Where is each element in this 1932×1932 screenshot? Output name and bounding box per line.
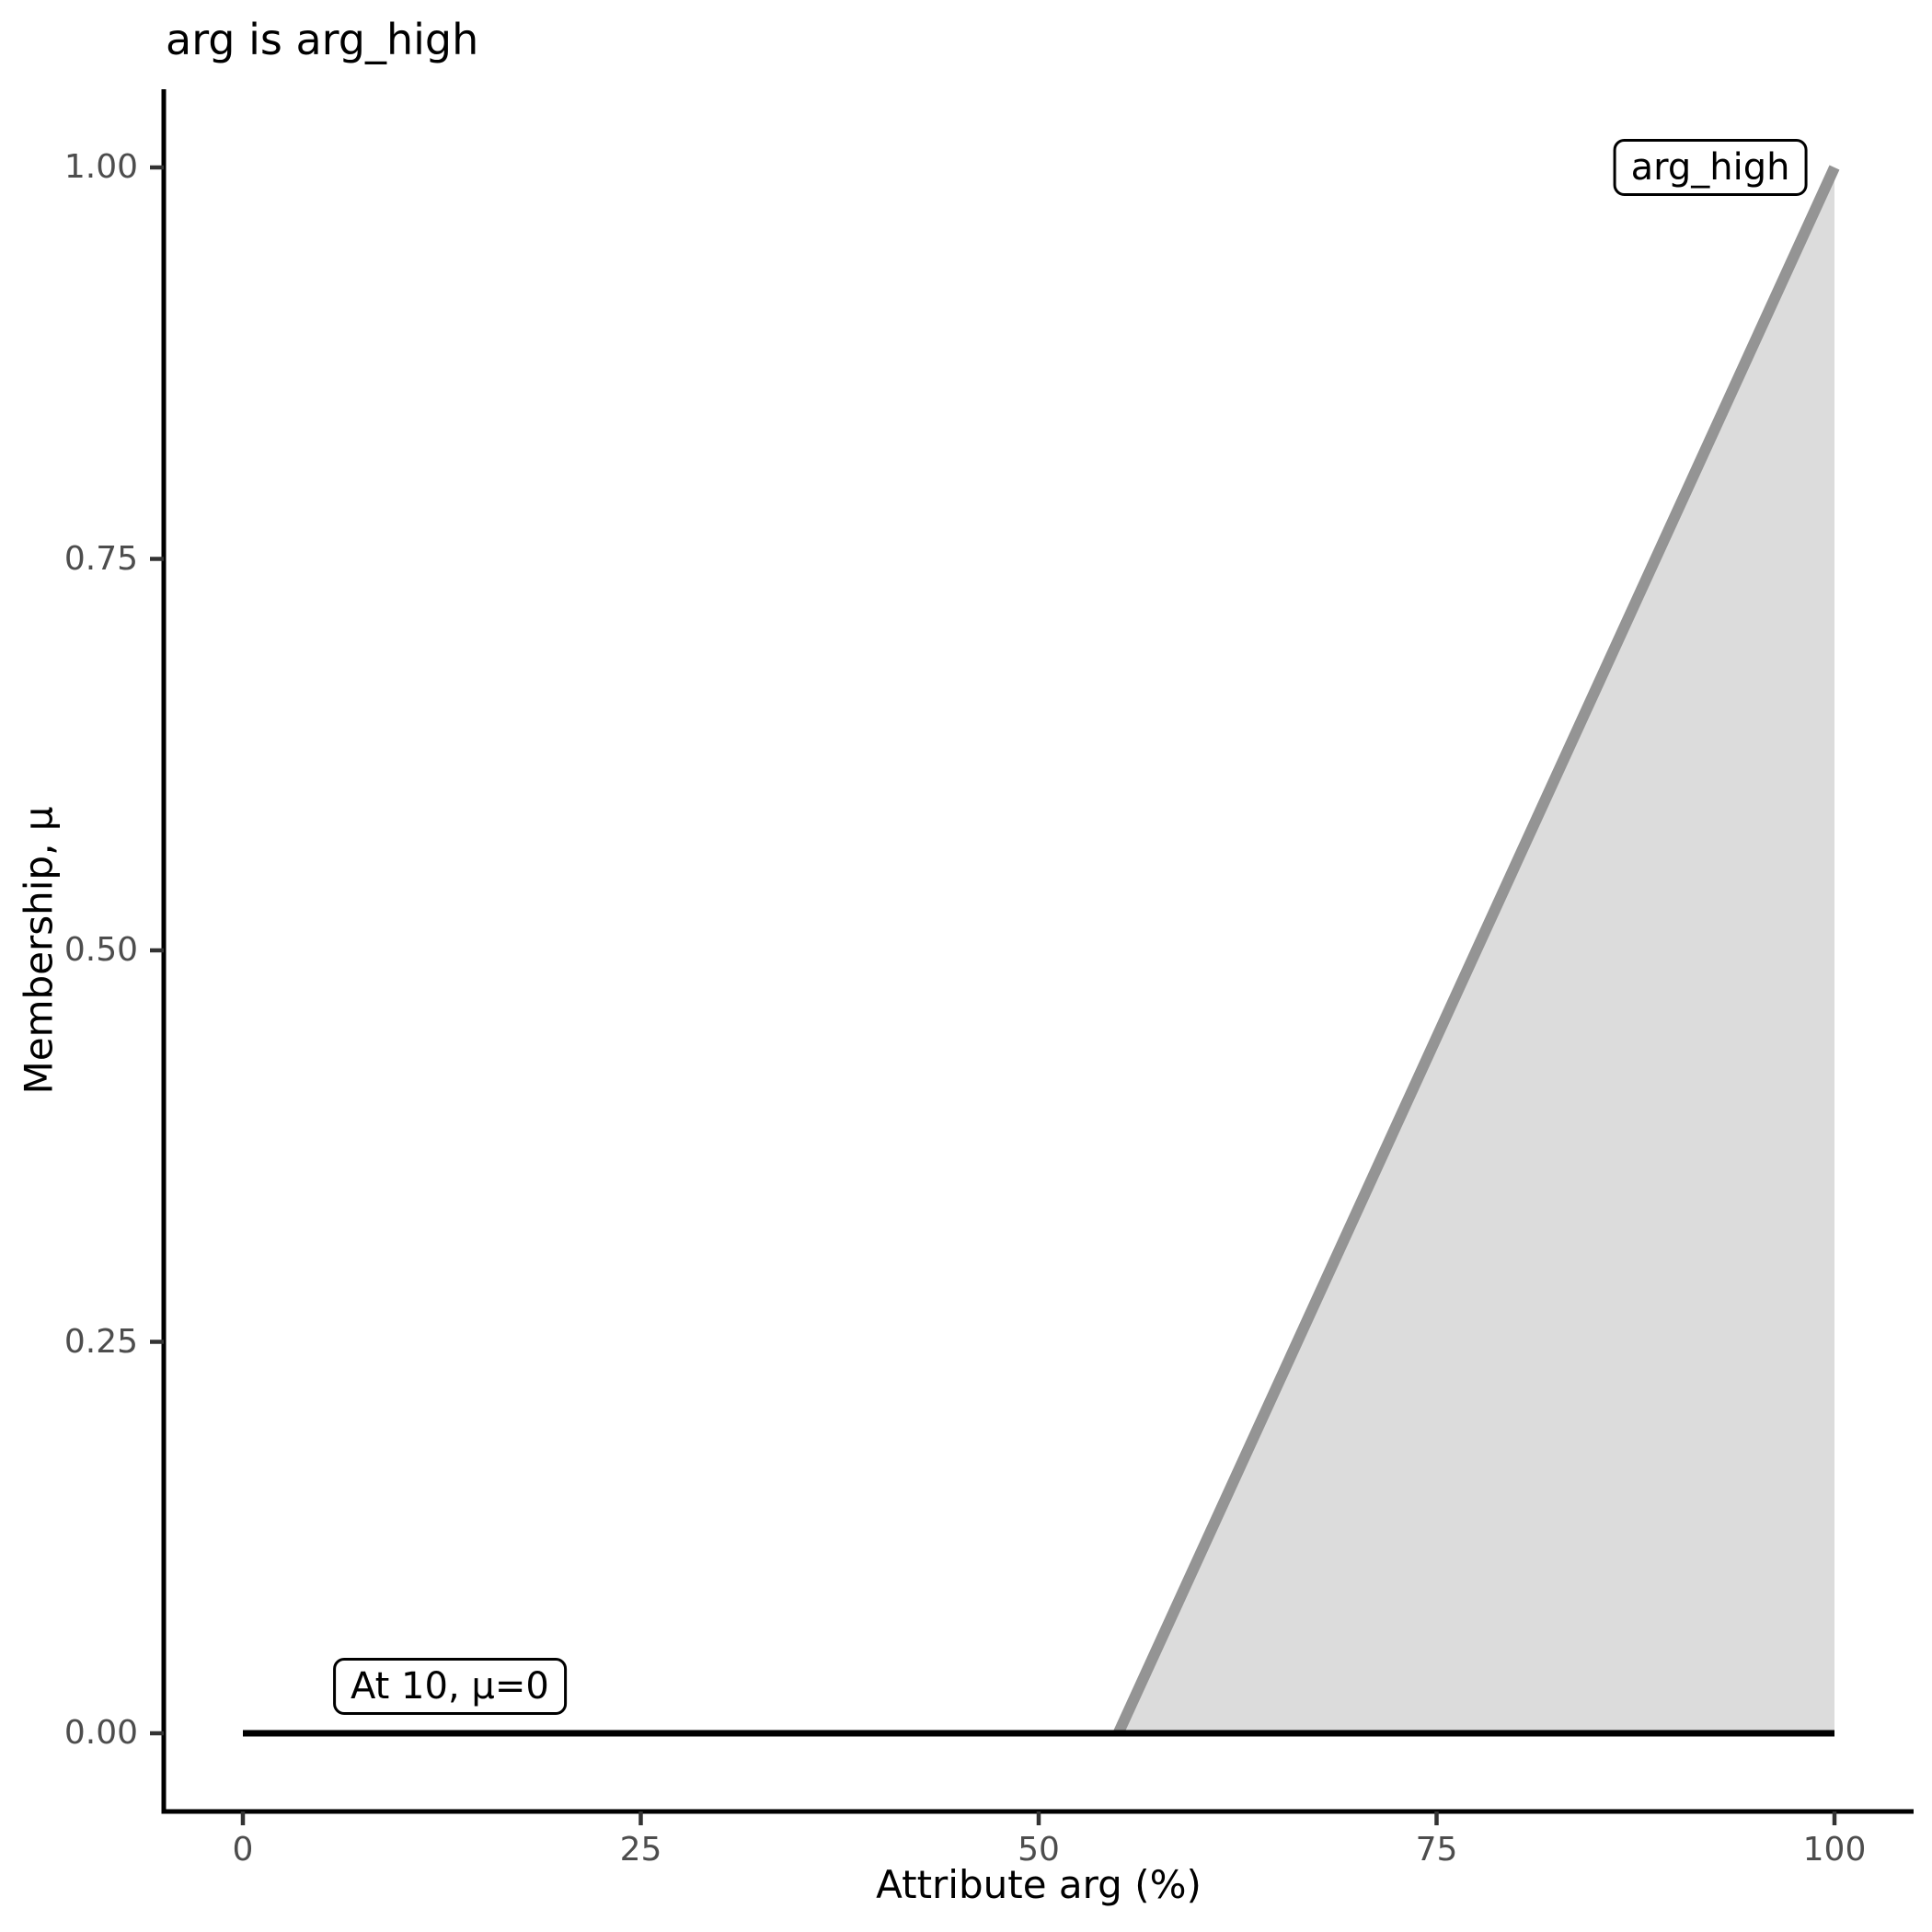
y-tick-label: 1.00	[63, 148, 138, 186]
y-tick-label: 0.00	[63, 1714, 138, 1752]
annotation-arg-high: arg_high	[1613, 139, 1808, 196]
series-line-arg_high-membership-ramp	[1113, 165, 1840, 1736]
y-tick-label: 0.50	[63, 931, 138, 969]
annotation-at-10: At 10, μ=0	[332, 1657, 567, 1715]
x-tick-label: 0	[232, 1831, 254, 1869]
x-tick-label: 25	[619, 1831, 662, 1869]
x-tick-label: 75	[1415, 1831, 1458, 1869]
x-tick-label: 50	[1018, 1831, 1060, 1869]
y-tick-label: 0.75	[63, 539, 138, 578]
y-tick-label: 0.25	[63, 1322, 138, 1361]
y-axis-title: Membership, μ	[16, 806, 62, 1095]
chart-title: arg is arg_high	[166, 15, 479, 64]
x-axis-title: Attribute arg (%)	[876, 1862, 1202, 1907]
x-tick-label: 100	[1802, 1831, 1867, 1869]
